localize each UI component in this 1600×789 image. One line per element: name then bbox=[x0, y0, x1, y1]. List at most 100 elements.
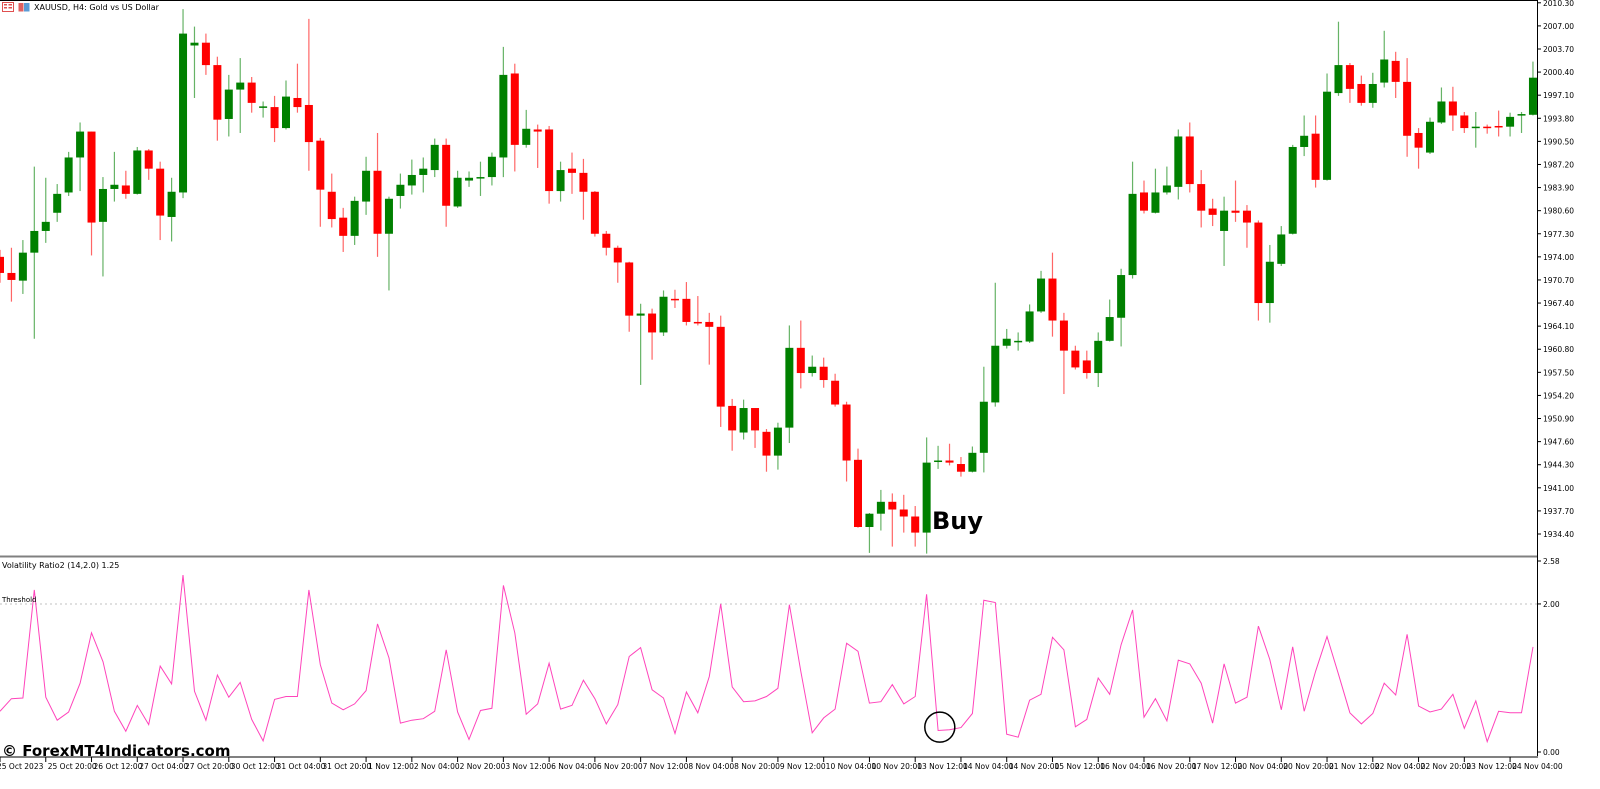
candle bbox=[1437, 87, 1446, 124]
candle-body bbox=[876, 501, 885, 514]
time-tick-label: 27 Oct 04:00 bbox=[139, 762, 188, 771]
pane-separator bbox=[0, 555, 1537, 558]
candle bbox=[636, 303, 645, 385]
candle bbox=[705, 312, 714, 365]
candle-body bbox=[659, 296, 668, 333]
candle bbox=[979, 366, 988, 473]
candle-body bbox=[1105, 317, 1114, 341]
candle-body bbox=[1197, 184, 1206, 211]
candle bbox=[179, 9, 188, 199]
candle bbox=[1162, 166, 1171, 195]
price-tick-label: 2010.30 bbox=[1543, 0, 1574, 8]
candle bbox=[670, 289, 679, 308]
candle bbox=[876, 489, 885, 531]
candle bbox=[201, 33, 210, 75]
candle bbox=[476, 161, 485, 196]
candle bbox=[1403, 58, 1412, 157]
candle bbox=[1059, 312, 1068, 395]
candle-body bbox=[522, 128, 531, 145]
candle-body bbox=[304, 104, 313, 143]
candle-body bbox=[1426, 121, 1434, 153]
candle-body bbox=[407, 174, 416, 186]
candle bbox=[1117, 268, 1126, 347]
time-tick-label: 9 Nov 12:00 bbox=[780, 762, 826, 771]
volatility-ratio-line bbox=[0, 575, 1534, 744]
candle bbox=[499, 46, 508, 178]
candle bbox=[110, 151, 119, 202]
time-tick-label: 1 Nov 12:00 bbox=[368, 762, 414, 771]
candle bbox=[739, 399, 748, 440]
candle bbox=[1185, 122, 1194, 193]
candle-body bbox=[41, 221, 50, 231]
candle bbox=[682, 282, 691, 326]
candle bbox=[1345, 62, 1354, 103]
candle-body bbox=[636, 313, 645, 316]
candle-body bbox=[247, 82, 256, 103]
candle-body bbox=[773, 427, 782, 456]
candle-body bbox=[739, 408, 748, 433]
candle bbox=[888, 493, 897, 547]
time-tick-label: 2 Nov 20:00 bbox=[460, 762, 506, 771]
time-tick-label: 20 Nov 04:00 bbox=[1238, 762, 1289, 771]
candle bbox=[568, 152, 576, 194]
candle-body bbox=[476, 177, 485, 179]
price-tick-label: 1944.30 bbox=[1543, 461, 1574, 470]
candle-body bbox=[201, 42, 210, 66]
buy-signal-label: Buy bbox=[932, 507, 984, 535]
candle bbox=[1368, 72, 1377, 108]
candle bbox=[396, 173, 405, 209]
candle bbox=[64, 151, 73, 196]
candle bbox=[453, 170, 462, 208]
threshold-label: Threshold bbox=[2, 596, 37, 604]
candle-body bbox=[602, 233, 611, 248]
candle-body bbox=[911, 516, 920, 533]
candle bbox=[7, 247, 16, 302]
price-tick-label: 1993.80 bbox=[1543, 114, 1574, 123]
candle bbox=[545, 125, 554, 204]
time-tick-label: 22 Nov 20:00 bbox=[1421, 762, 1472, 771]
candle bbox=[1426, 117, 1434, 154]
time-tick-label: 10 Nov 04:00 bbox=[826, 762, 877, 771]
candle-body bbox=[670, 298, 679, 301]
candle-body bbox=[613, 247, 622, 263]
candle-body bbox=[87, 131, 96, 223]
price-tick-label: 1964.10 bbox=[1543, 322, 1574, 331]
candle bbox=[522, 109, 531, 148]
symbol-icon[interactable] bbox=[18, 2, 30, 12]
price-tick-label: 1970.70 bbox=[1543, 276, 1574, 285]
candle bbox=[1414, 128, 1423, 169]
candle bbox=[956, 457, 965, 477]
chart-list-icon[interactable] bbox=[2, 2, 14, 12]
candle bbox=[156, 161, 165, 241]
time-tick-label: 17 Nov 12:00 bbox=[1192, 762, 1243, 771]
candle bbox=[350, 196, 359, 245]
candle-body bbox=[979, 401, 988, 453]
candle-body bbox=[76, 131, 85, 158]
candle bbox=[41, 177, 50, 243]
time-tick-label: 31 Oct 20:00 bbox=[322, 762, 371, 771]
candle-body bbox=[1037, 278, 1046, 312]
candle bbox=[1460, 111, 1469, 133]
candle bbox=[293, 63, 302, 113]
candle-body bbox=[865, 513, 874, 528]
candle bbox=[751, 408, 760, 448]
candle bbox=[224, 74, 233, 137]
candle-body bbox=[808, 366, 817, 374]
candle-body bbox=[1494, 125, 1503, 128]
candle bbox=[1517, 111, 1526, 133]
candle bbox=[1471, 111, 1480, 148]
candle bbox=[556, 161, 565, 202]
candle-body bbox=[1483, 126, 1492, 129]
candle-body bbox=[213, 65, 222, 120]
price-tick-label: 1983.90 bbox=[1543, 184, 1574, 193]
time-tick-label: 16 Nov 20:00 bbox=[1146, 762, 1197, 771]
candle-body bbox=[945, 460, 954, 463]
candle-body bbox=[487, 156, 496, 178]
price-tick-label: 1941.00 bbox=[1543, 484, 1574, 493]
candle-body bbox=[1208, 208, 1217, 215]
candle-body bbox=[396, 184, 405, 196]
candle bbox=[510, 63, 519, 172]
candle-body bbox=[1094, 340, 1103, 374]
time-tick-label: 24 Nov 04:00 bbox=[1512, 762, 1563, 771]
